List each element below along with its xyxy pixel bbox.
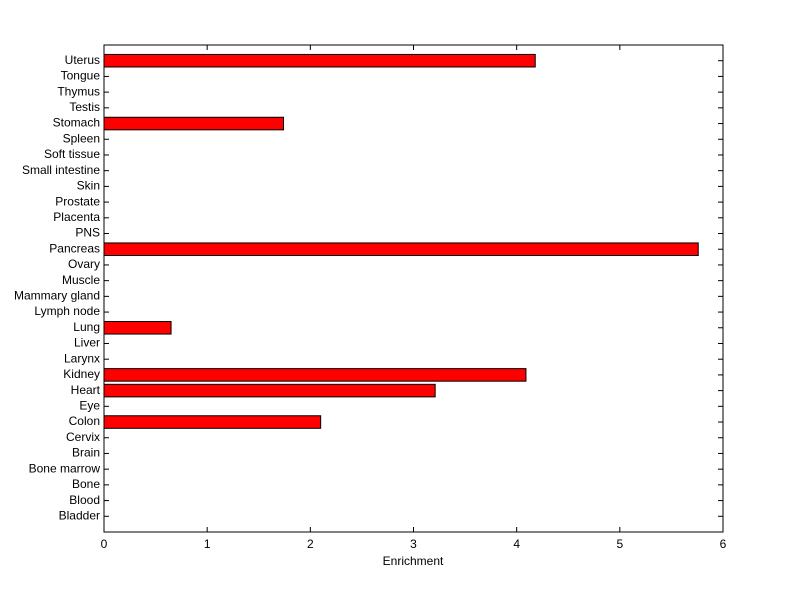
y-tick-label: Ovary bbox=[68, 257, 100, 271]
x-tick-label: 3 bbox=[410, 537, 417, 551]
y-tick-label: Blood bbox=[69, 493, 100, 507]
y-tick-label: Liver bbox=[74, 336, 100, 350]
y-tick-label: Bone marrow bbox=[29, 461, 101, 475]
y-tick-label: Eye bbox=[79, 398, 100, 412]
bar bbox=[103, 53, 536, 68]
y-tick-label: Lung bbox=[73, 320, 100, 334]
y-tick-label: Testis bbox=[69, 100, 100, 114]
y-tick-label: Tongue bbox=[61, 69, 101, 83]
y-tick-label: Bladder bbox=[59, 508, 100, 522]
y-tick-label: Pancreas bbox=[49, 241, 100, 255]
y-tick-label: Uterus bbox=[65, 53, 100, 67]
y-tick-label: Prostate bbox=[55, 194, 100, 208]
y-tick-label: Heart bbox=[71, 383, 101, 397]
y-tick-label: PNS bbox=[75, 226, 100, 240]
x-tick-label: 5 bbox=[616, 537, 623, 551]
y-tick-label: Spleen bbox=[63, 131, 100, 145]
y-tick-label: Colon bbox=[69, 414, 100, 428]
bar bbox=[103, 383, 436, 398]
bar bbox=[103, 242, 699, 257]
x-tick-label: 1 bbox=[204, 537, 211, 551]
x-tick-label: 4 bbox=[513, 537, 520, 551]
bar bbox=[103, 320, 172, 335]
y-tick-label: Soft tissue bbox=[44, 147, 100, 161]
y-tick-label: Lymph node bbox=[34, 304, 100, 318]
y-tick-label: Muscle bbox=[62, 273, 100, 287]
x-tick-label: 0 bbox=[101, 537, 108, 551]
y-tick-label: Mammary gland bbox=[14, 289, 100, 303]
x-axis-label: Enrichment bbox=[383, 554, 444, 568]
y-tick-label: Brain bbox=[72, 446, 100, 460]
y-tick-label: Placenta bbox=[53, 210, 100, 224]
x-tick-label: 2 bbox=[307, 537, 314, 551]
y-tick-label: Cervix bbox=[66, 430, 100, 444]
bar bbox=[103, 368, 527, 382]
bar bbox=[103, 415, 322, 429]
y-tick-label: Thymus bbox=[57, 84, 100, 98]
y-tick-label: Skin bbox=[77, 179, 100, 193]
y-tick-label: Stomach bbox=[53, 116, 100, 130]
y-tick-label: Small intestine bbox=[22, 163, 100, 177]
y-tick-label: Kidney bbox=[63, 367, 100, 381]
x-tick-label: 6 bbox=[720, 537, 727, 551]
y-tick-label: Larynx bbox=[64, 351, 100, 365]
y-tick-label: Bone bbox=[72, 477, 100, 491]
bar bbox=[103, 116, 285, 131]
